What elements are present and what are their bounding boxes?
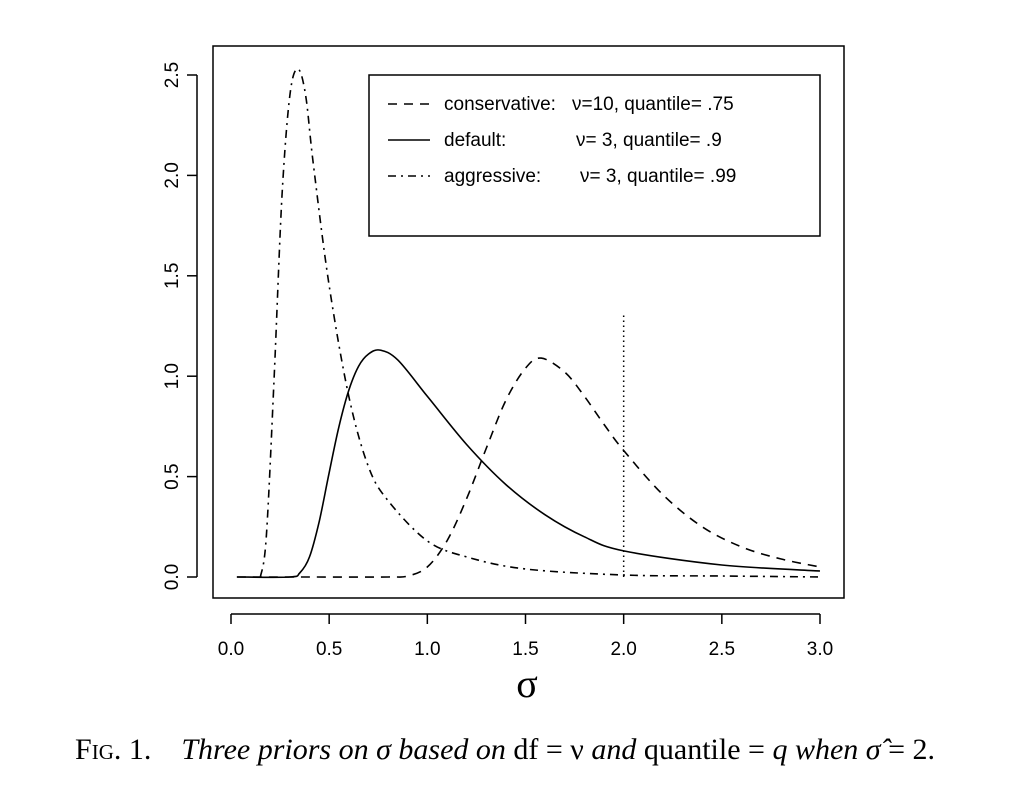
caption-text-8: = 2. — [880, 733, 935, 766]
y-tick-label: 1.0 — [162, 363, 183, 389]
y-tick-label: 0.5 — [162, 463, 183, 489]
legend-label-conservative: conservative: — [444, 94, 556, 115]
caption-figure-label: Fig. 1. — [75, 733, 152, 766]
figure-caption: Fig. 1. Three priors on σ based on df = ν… — [0, 733, 1010, 767]
x-tick-label: 3.0 — [807, 639, 833, 660]
x-tick-label: 1.5 — [512, 639, 538, 660]
x-tick-label: 2.5 — [709, 639, 735, 660]
y-tick-label: 0.0 — [162, 564, 183, 590]
legend-label-default: default: — [444, 130, 506, 151]
y-tick-label: 1.5 — [162, 263, 183, 289]
series-layer — [236, 68, 821, 579]
caption-text-5: q — [772, 733, 788, 766]
legend-params-default: ν= 3, quantile= .9 — [576, 130, 722, 151]
x-tick-label: 2.0 — [610, 639, 636, 660]
x-tick-label: 0.0 — [218, 639, 244, 660]
y-tick-label: 2.0 — [162, 162, 183, 188]
axes: 0.0 0.5 1.0 1.5 2.0 2.5 3.0 0.0 0.5 1.0 1.5 2.0 2.5 — [162, 62, 833, 660]
caption-text-1: Three priors on σ based on — [181, 733, 514, 766]
y-tick-label: 2.5 — [162, 62, 183, 88]
caption-text-7: σ̂ — [865, 733, 881, 766]
caption-text-6: when — [787, 733, 866, 766]
x-axis-label: σ — [516, 661, 538, 706]
caption-text-3: and — [583, 733, 644, 766]
legend: conservative: ν=10, quantile= .75 defaul… — [368, 74, 821, 237]
legend-box — [368, 74, 821, 237]
x-tick-label: 0.5 — [316, 639, 342, 660]
legend-params-conservative: ν=10, quantile= .75 — [572, 94, 734, 115]
x-tick-label: 1.0 — [414, 639, 440, 660]
plot-frame — [212, 45, 845, 599]
legend-params-aggressive: ν= 3, quantile= .99 — [580, 166, 736, 187]
legend-label-aggressive: aggressive: — [444, 166, 541, 187]
caption-text-4: quantile = — [643, 733, 773, 766]
series-line-default — [236, 349, 821, 579]
caption-text-2: df = ν — [513, 733, 584, 766]
series-line-conservative — [236, 357, 821, 578]
chart: 0.0 0.5 1.0 1.5 2.0 2.5 3.00.00.51.01.52.02.5 … — [162, 45, 845, 706]
